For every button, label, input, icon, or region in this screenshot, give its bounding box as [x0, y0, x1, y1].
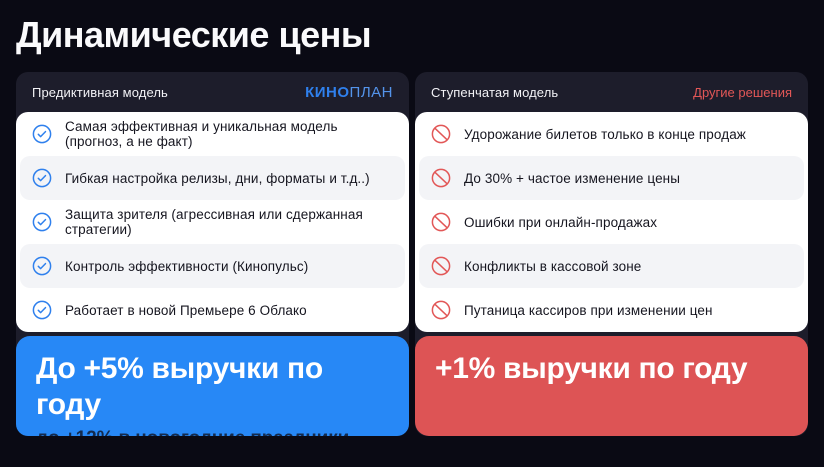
prohibition-icon: [431, 256, 451, 276]
kinoplan-logo: КИНОПЛАН: [305, 84, 393, 101]
other-solutions-link[interactable]: Другие решения: [693, 84, 792, 100]
stepped-panel-header: Ступенчатая модель Другие решения: [415, 72, 808, 112]
check-circle-icon: [32, 168, 52, 188]
predictive-model-panel: Предиктивная модель КИНОПЛАН Самая эффек…: [16, 72, 409, 436]
list-item-label: Самая эффективная и уникальная модель (п…: [65, 119, 338, 149]
content-columns: Предиктивная модель КИНОПЛАН Самая эффек…: [16, 72, 808, 436]
stepped-result-banner: +1% выручки по году: [415, 336, 808, 436]
prohibition-icon: [431, 168, 451, 188]
prohibition-icon: [431, 124, 451, 144]
predictive-result-banner: До +5% выручки по году до +12% в новогод…: [16, 336, 409, 436]
list-item-label: Путаница кассиров при изменении цен: [464, 302, 713, 318]
list-item: Работает в новой Премьере 6 Облако: [16, 288, 409, 332]
list-item: Гибкая настройка релизы, дни, форматы и …: [20, 156, 405, 200]
list-item: Удорожание билетов только в конце продаж: [415, 112, 808, 156]
list-item: Защита зрителя (агрессивная или сдержанн…: [16, 200, 409, 244]
stepped-model-panel: Ступенчатая модель Другие решения Удорож…: [415, 72, 808, 436]
check-circle-icon: [32, 124, 52, 144]
predictive-panel-title: Предиктивная модель: [32, 84, 168, 100]
predictive-result-title: До +5% выручки по году: [36, 352, 323, 421]
predictive-panel-header: Предиктивная модель КИНОПЛАН: [16, 72, 409, 112]
list-item: Путаница кассиров при изменении цен: [415, 288, 808, 332]
kinoplan-logo-bold: КИНО: [305, 83, 350, 101]
check-circle-icon: [32, 256, 52, 276]
list-item-label: Гибкая настройка релизы, дни, форматы и …: [65, 170, 370, 186]
list-item: Конфликты в кассовой зоне: [419, 244, 804, 288]
stepped-result-title: +1% выручки по году: [435, 352, 748, 385]
list-item: Контроль эффективности (Кинопульс): [20, 244, 405, 288]
predictive-feature-list: Самая эффективная и уникальная модель (п…: [16, 112, 409, 332]
list-item-label: Работает в новой Премьере 6 Облако: [65, 302, 307, 318]
predictive-result-subtitle: до +12% в новогодние праздники: [36, 428, 389, 436]
kinoplan-logo-light: ПЛАН: [349, 83, 393, 101]
list-item-label: Защита зрителя (агрессивная или сдержанн…: [65, 207, 363, 237]
list-item: Ошибки при онлайн-продажах: [415, 200, 808, 244]
stepped-panel-title: Ступенчатая модель: [431, 84, 559, 100]
list-item: До 30% + частое изменение цены: [419, 156, 804, 200]
check-circle-icon: [32, 212, 52, 232]
list-item-label: Ошибки при онлайн-продажах: [464, 214, 658, 230]
check-circle-icon: [32, 300, 52, 320]
prohibition-icon: [431, 300, 451, 320]
list-item-label: Конфликты в кассовой зоне: [464, 258, 642, 274]
list-item-label: До 30% + частое изменение цены: [464, 170, 681, 186]
list-item: Самая эффективная и уникальная модель (п…: [16, 112, 409, 156]
stepped-drawback-list: Удорожание билетов только в конце продаж…: [415, 112, 808, 332]
list-item-label: Удорожание билетов только в конце продаж: [464, 126, 746, 142]
prohibition-icon: [431, 212, 451, 232]
page-title: Динамические цены: [16, 14, 372, 55]
list-item-label: Контроль эффективности (Кинопульс): [65, 258, 309, 274]
